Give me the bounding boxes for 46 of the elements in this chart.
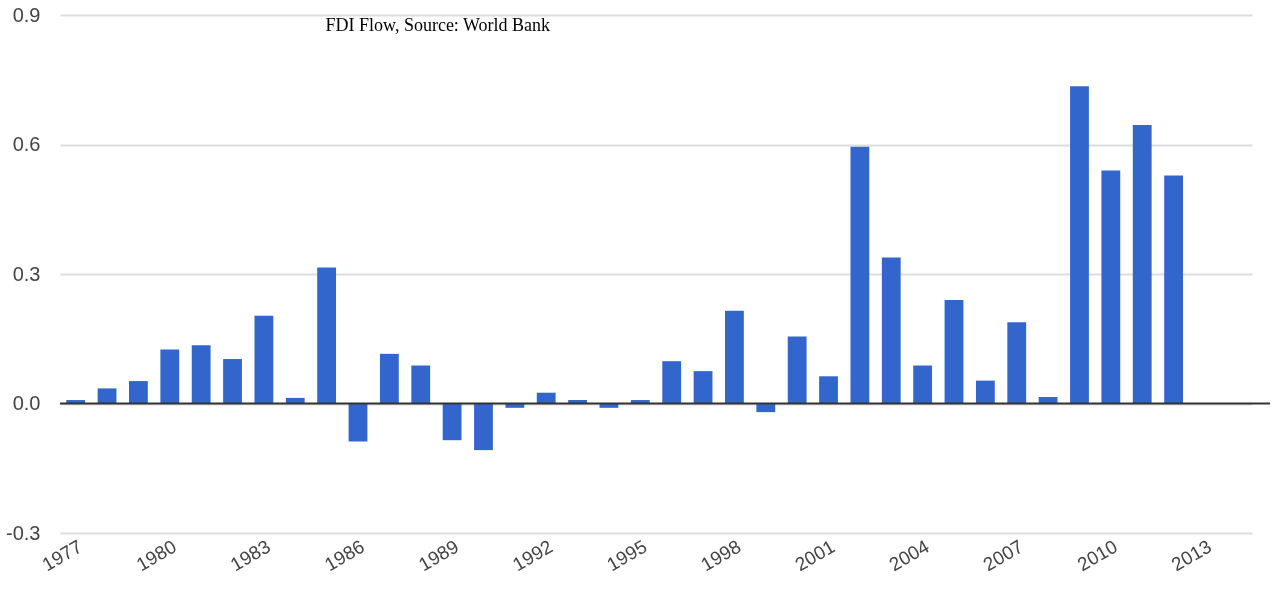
- bar: [1007, 322, 1027, 404]
- x-tick-label: 2004: [885, 535, 933, 576]
- bar: [379, 353, 399, 404]
- bar: [129, 381, 148, 404]
- bar: [191, 345, 211, 404]
- y-tick-label: 0.3: [12, 262, 41, 285]
- y-tick-label: 0.6: [12, 133, 41, 155]
- bar: [944, 299, 964, 404]
- bar: [1101, 170, 1121, 404]
- x-tick-label: 1998: [697, 535, 745, 576]
- y-tick-label: 0.0: [12, 392, 41, 414]
- x-tick-label: 2010: [1073, 535, 1121, 576]
- bar: [913, 365, 933, 404]
- bar: [1070, 86, 1089, 404]
- bar: [474, 403, 493, 451]
- x-tick-label: 2001: [791, 535, 839, 576]
- y-tick-label: 0.9: [12, 3, 41, 26]
- x-tick-label: 1980: [132, 535, 180, 576]
- bar: [317, 267, 337, 404]
- x-tick-label: 1995: [603, 535, 651, 576]
- chart-title: FDI Flow, Source: World Bank: [325, 15, 551, 35]
- bar: [1132, 125, 1152, 404]
- bar: [411, 365, 431, 404]
- bar: [881, 257, 901, 404]
- x-tick-label: 1992: [509, 535, 557, 576]
- bar: [160, 349, 180, 404]
- bar: [693, 371, 713, 404]
- bar: [1164, 175, 1183, 404]
- x-tick-label: 1983: [226, 535, 274, 576]
- y-tick-label: -0.3: [6, 521, 41, 544]
- x-tick-label: 1989: [414, 535, 463, 576]
- bar: [662, 361, 682, 404]
- x-tick-label: 2013: [1167, 535, 1215, 576]
- bar: [536, 392, 556, 404]
- bar: [850, 146, 870, 404]
- bar: [442, 403, 462, 441]
- bar: [97, 388, 117, 404]
- bar: [725, 310, 744, 404]
- x-tick-label: 1986: [320, 535, 368, 576]
- bar: [223, 359, 242, 404]
- bar: [254, 315, 274, 404]
- bar: [819, 376, 838, 404]
- bar: [348, 403, 368, 442]
- bar: [787, 336, 807, 404]
- x-tick-label: 2007: [979, 535, 1027, 576]
- bar: [975, 380, 995, 404]
